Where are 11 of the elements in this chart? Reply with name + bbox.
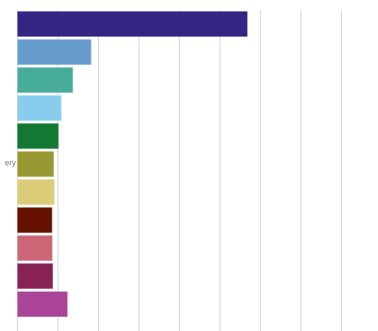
bar xyxy=(17,95,62,121)
bar xyxy=(17,151,54,177)
bar xyxy=(17,11,248,37)
bar xyxy=(17,67,73,93)
bar xyxy=(17,207,52,233)
bar xyxy=(17,123,59,149)
bar xyxy=(17,39,92,65)
bar xyxy=(17,179,55,205)
bar xyxy=(17,263,53,289)
bar xyxy=(17,235,52,261)
bar xyxy=(17,291,68,317)
